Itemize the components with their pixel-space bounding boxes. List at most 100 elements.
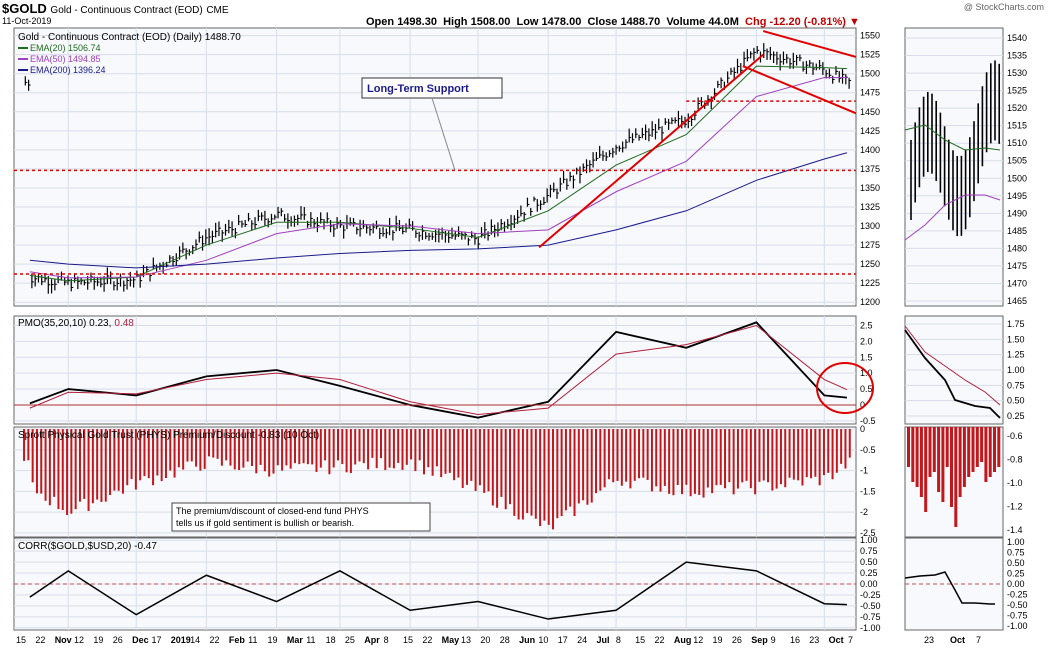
wedge-upper-line: [762, 30, 857, 58]
premium-bar: [250, 429, 253, 466]
premium-bar: [573, 429, 576, 517]
premium-bar: [164, 429, 167, 479]
zoom-y-tick-label: -0.75: [1007, 611, 1028, 621]
premium-bar: [534, 429, 537, 519]
y-tick-label: 1300: [860, 221, 880, 231]
premium-bar: [736, 429, 739, 489]
premium-bar: [61, 429, 64, 511]
zoom-premium-bar: [975, 427, 979, 467]
premium-bar: [203, 429, 206, 469]
zoom-y-tick-label: 1480: [1007, 243, 1027, 253]
zoom-premium-bar: [919, 427, 923, 497]
zoom-y-tick-label: 1495: [1007, 191, 1027, 201]
zoom-y-tick-label: -0.25: [1007, 590, 1028, 600]
zoom-y-tick-label: 1.00: [1007, 365, 1025, 375]
premium-bar: [336, 429, 339, 461]
premium-bar: [212, 429, 215, 458]
zoom-x-axis-label: 7: [976, 635, 981, 645]
y-tick-label: 0.5: [860, 384, 873, 394]
y-tick-label: 1425: [860, 126, 880, 136]
premium-bar: [509, 429, 512, 505]
x-axis-label: 9: [771, 635, 776, 645]
premium-bar: [504, 429, 507, 510]
premium-bar: [521, 429, 524, 520]
premium-bar: [35, 429, 38, 494]
zoom-premium-bar: [997, 427, 1001, 467]
zoom-y-tick-label: 0.00: [1007, 579, 1025, 589]
premium-bar: [324, 429, 327, 461]
premium-bar: [113, 429, 116, 491]
premium-bar: [87, 429, 90, 512]
premium-bar: [586, 429, 589, 505]
x-axis-label: Mar: [287, 635, 304, 645]
y-tick-label: 1375: [860, 164, 880, 174]
premium-bar: [306, 429, 309, 465]
y-tick-label: 1.00: [860, 535, 878, 545]
y-tick-label: -1: [860, 466, 868, 476]
premium-bar: [440, 429, 443, 478]
legend-entry: EMA(50) 1494.85: [30, 54, 101, 64]
premium-bar: [332, 429, 335, 468]
premium-bar: [371, 429, 374, 458]
zoom-y-tick-label: 1525: [1007, 86, 1027, 96]
premium-bar: [405, 429, 408, 465]
premium-bar: [526, 429, 529, 514]
zoom-premium-bar: [941, 427, 945, 502]
x-axis-label: 14: [190, 635, 200, 645]
y-tick-label: 1525: [860, 50, 880, 60]
zoom-y-tick-label: 0.75: [1007, 548, 1025, 558]
premium-bar: [182, 429, 185, 470]
premium-bar: [844, 429, 847, 469]
zoom-y-tick-label: 0.25: [1007, 411, 1025, 421]
x-axis-label: 20: [480, 635, 490, 645]
y-tick-label: -2.5: [860, 528, 876, 538]
y-tick-label: -0.50: [860, 601, 881, 611]
premium-bar: [607, 429, 610, 480]
premium-bar: [517, 429, 520, 520]
y-tick-label: -1.5: [860, 486, 876, 496]
y-tick-label: -0.5: [860, 416, 876, 426]
zoom-y-tick-label: -0.8: [1007, 455, 1023, 465]
premium-bar: [805, 429, 808, 478]
premium-bar: [173, 429, 176, 478]
premium-bar: [732, 429, 735, 495]
premium-bar: [724, 429, 727, 489]
premium-bar: [156, 429, 159, 476]
price-panel-title: Gold - Continuous Contract (EOD) (Daily)…: [18, 32, 241, 43]
zoom-premium-bar: [915, 427, 919, 487]
premium-bar: [595, 429, 598, 494]
premium-bar: [784, 429, 787, 488]
premium-bar: [814, 429, 817, 477]
premium-panel-title: Sprott Physical Gold Trust (PHYS) Premiu…: [18, 430, 319, 441]
zoom-premium-bar: [907, 427, 910, 467]
premium-bar: [229, 429, 232, 466]
premium-bar: [466, 429, 469, 485]
premium-bar: [659, 429, 662, 492]
premium-bar: [461, 429, 464, 488]
zoom-premium-bar: [928, 427, 932, 477]
premium-bar: [435, 429, 438, 467]
zoom-premium-bar: [984, 427, 988, 482]
y-tick-label: 1500: [860, 69, 880, 79]
premium-bar: [822, 429, 825, 476]
premium-bar: [638, 429, 641, 479]
x-axis-label: 15: [635, 635, 645, 645]
premium-bar: [233, 429, 236, 470]
x-axis-label: 2019: [171, 635, 191, 645]
zoom-ema50: [904, 194, 1001, 241]
zoom-premium-bar: [967, 427, 971, 477]
zoom-premium-bar: [932, 427, 936, 472]
zoom-y-tick-label: -1.0: [1007, 478, 1023, 488]
y-tick-label: -0.75: [860, 612, 881, 622]
premium-bar: [134, 429, 137, 490]
annotation-pointer: [431, 97, 456, 171]
premium-bar: [109, 429, 112, 495]
zoom-y-tick-label: 1470: [1007, 278, 1027, 288]
premium-bar: [147, 429, 150, 479]
premium-bar: [556, 429, 559, 519]
premium-bar: [552, 429, 555, 530]
zoom-y-tick-label: -0.50: [1007, 600, 1028, 610]
premium-bar: [225, 429, 228, 461]
x-axis-label: 18: [326, 635, 336, 645]
